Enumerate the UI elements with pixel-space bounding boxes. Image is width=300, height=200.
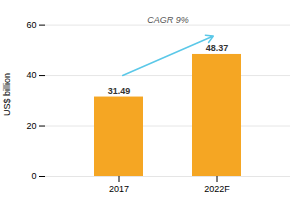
svg-text:2017: 2017	[109, 184, 129, 194]
svg-text:40: 40	[26, 70, 36, 80]
svg-text:48.37: 48.37	[206, 43, 229, 53]
svg-text:20: 20	[26, 121, 36, 131]
svg-text:0: 0	[31, 171, 36, 181]
svg-text:31.49: 31.49	[108, 86, 131, 96]
svg-text:60: 60	[26, 20, 36, 30]
svg-text:CAGR 9%: CAGR 9%	[147, 15, 189, 25]
svg-text:US$ billion: US$ billion	[2, 73, 12, 116]
svg-text:2022F: 2022F	[204, 184, 230, 194]
